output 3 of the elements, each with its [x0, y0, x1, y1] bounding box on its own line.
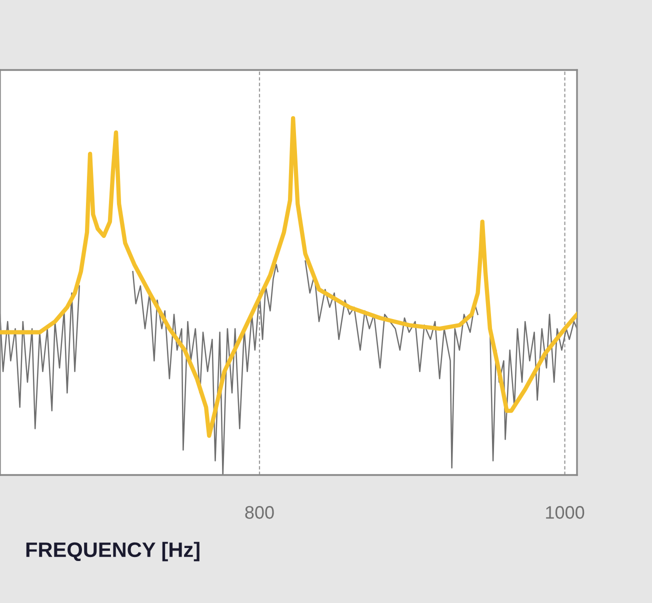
x-tick-label: 1000: [546, 506, 584, 519]
x-tick-label: 800: [245, 506, 274, 519]
x-axis-title: FREQUENCY [Hz]: [26, 542, 200, 562]
